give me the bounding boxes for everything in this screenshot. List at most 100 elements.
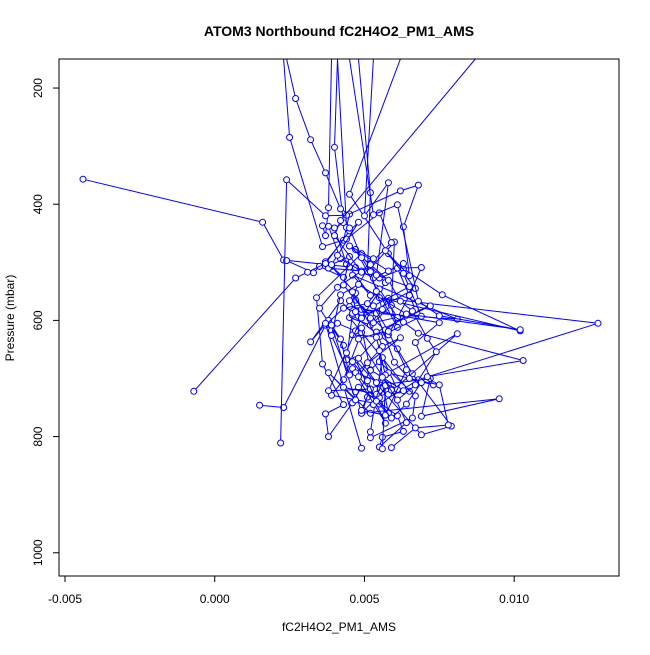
data-point: [366, 291, 374, 299]
data-point: [423, 373, 431, 381]
data-point: [340, 401, 347, 409]
data-point: [369, 255, 377, 263]
data-point: [325, 433, 332, 441]
data-point: [349, 358, 356, 366]
series-line: [327, 59, 411, 416]
data-point: [292, 274, 300, 282]
data-point: [322, 319, 329, 327]
series-11: [277, 176, 425, 452]
data-point: [414, 181, 422, 189]
data-point: [325, 369, 332, 377]
data-point: [435, 312, 443, 320]
data-point: [358, 444, 365, 452]
data-point: [313, 294, 320, 302]
data-point: [411, 339, 419, 346]
y-tick-label: 600: [31, 310, 45, 330]
data-point: [402, 366, 410, 374]
data-point: [346, 190, 353, 198]
data-point: [307, 136, 315, 144]
data-point: [355, 280, 362, 288]
data-point: [435, 319, 443, 327]
data-point: [387, 414, 395, 422]
data-point: [322, 410, 329, 418]
data-point: [355, 373, 362, 381]
data-point: [322, 232, 329, 240]
data-point: [369, 211, 377, 219]
data-point: [444, 421, 452, 429]
y-tick-label: 1000: [31, 539, 45, 566]
data-point: [331, 232, 338, 240]
x-tick-label: -0.005: [48, 592, 82, 606]
data-point: [340, 383, 347, 391]
data-point: [516, 326, 524, 334]
data-point: [402, 400, 410, 408]
y-axis-label: Pressure (mbar): [3, 275, 17, 362]
x-tick-label: 0.000: [200, 592, 230, 606]
data-point: [358, 314, 365, 322]
data-point: [495, 395, 503, 403]
data-point: [399, 260, 407, 267]
data-point: [372, 379, 380, 387]
data-point: [352, 396, 359, 404]
data-point: [361, 212, 368, 220]
data-point: [277, 439, 285, 447]
data-point: [408, 307, 416, 315]
data-point: [366, 261, 374, 269]
data-point: [396, 187, 404, 195]
data-point: [304, 268, 312, 276]
data-point: [426, 302, 434, 310]
data-point: [438, 291, 446, 299]
chart-title: ATOM3 Northbound fC2H4O2_PM1_AMS: [204, 23, 474, 39]
data-point: [316, 304, 323, 312]
data-point: [399, 318, 407, 326]
data-point: [393, 201, 401, 209]
data-point: [387, 239, 395, 247]
data-point: [435, 381, 443, 389]
data-point: [358, 324, 365, 332]
data-point: [286, 133, 294, 141]
data-point: [340, 281, 347, 289]
data-point: [328, 321, 335, 329]
data-point: [349, 288, 356, 296]
data-point: [358, 254, 365, 262]
data-point: [366, 314, 374, 322]
data-point: [283, 176, 291, 184]
data-point: [519, 357, 527, 364]
data-point: [378, 373, 386, 381]
data-point: [372, 271, 380, 279]
data-point: [384, 267, 392, 275]
data-point: [594, 319, 602, 327]
x-tick-label: 0.005: [349, 592, 379, 606]
data-point: [319, 243, 326, 251]
data-point: [366, 428, 374, 436]
data-point: [384, 179, 392, 187]
data-point: [79, 175, 87, 183]
data-point: [328, 261, 335, 269]
data-point: [363, 377, 371, 385]
data-point: [340, 304, 347, 312]
data-point: [417, 379, 425, 387]
data-point: [337, 335, 344, 343]
data-point: [256, 401, 264, 409]
data-point: [417, 264, 425, 271]
series-line: [286, 59, 363, 360]
data-point: [358, 406, 365, 414]
data-point: [399, 269, 407, 277]
data-point: [393, 412, 401, 420]
series-12: [325, 59, 524, 417]
data-point: [402, 310, 410, 318]
series-15: [337, 59, 527, 422]
data-point: [337, 291, 344, 299]
data-point: [334, 319, 341, 327]
data-point: [414, 329, 422, 337]
series-line: [328, 59, 521, 414]
data-point: [346, 224, 353, 232]
x-axis-label: fC2H4O2_PM1_AMS: [282, 620, 396, 634]
data-point: [292, 95, 300, 102]
data-point: [328, 332, 335, 339]
data-point: [322, 212, 329, 220]
data-point: [322, 169, 329, 177]
data-point: [358, 268, 365, 276]
data-point: [381, 247, 389, 255]
